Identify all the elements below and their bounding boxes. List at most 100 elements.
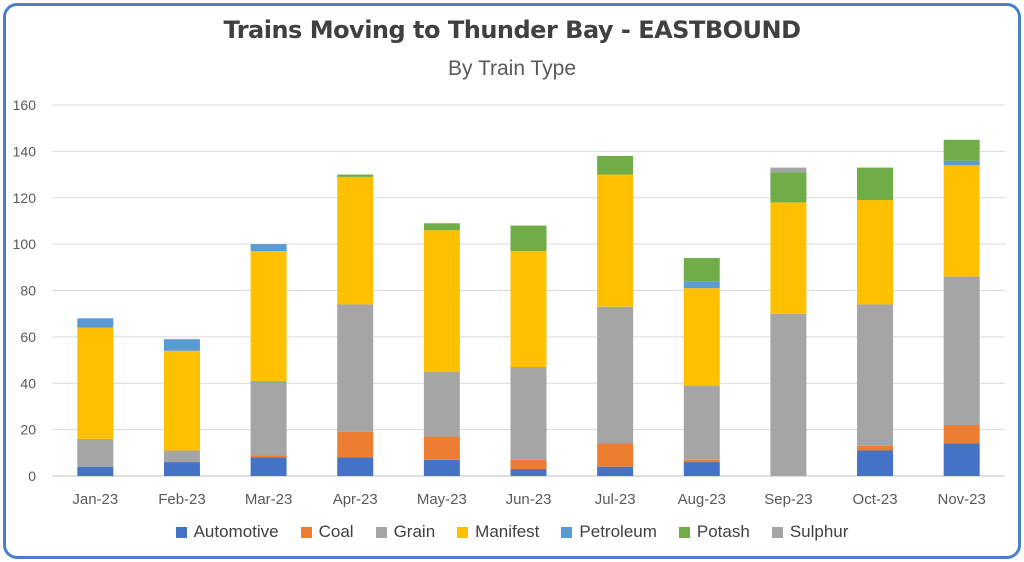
x-tick-label: Apr-23: [333, 491, 378, 508]
bar-automotive-aug-23: [683, 462, 720, 476]
bar-automotive-jun-23: [510, 469, 547, 476]
bar-grain-jun-23: [510, 367, 547, 460]
x-tick-label: Feb-23: [158, 491, 206, 508]
bar-grain-feb-23: [163, 450, 200, 463]
bar-grain-aug-23: [683, 385, 720, 460]
legend-label: Grain: [393, 522, 436, 541]
x-tick-label: Jun-23: [506, 491, 552, 508]
bar-coal-jul-23: [597, 443, 634, 467]
legend-swatch: [457, 526, 469, 538]
legend-label: Petroleum: [579, 522, 657, 541]
bar-potash-aug-23: [683, 258, 720, 282]
y-tick-label: 60: [20, 329, 36, 345]
x-tick-label: Jan-23: [72, 491, 118, 508]
bar-potash-jun-23: [510, 225, 547, 252]
bar-manifest-jan-23: [77, 327, 114, 439]
bar-potash-may-23: [423, 223, 460, 231]
bar-coal-mar-23: [250, 455, 287, 458]
bar-automotive-apr-23: [337, 457, 374, 476]
legend-item-grain: Grain: [375, 522, 436, 542]
bar-automotive-feb-23: [163, 462, 200, 476]
y-tick-label: 100: [13, 236, 37, 252]
legend-label: Automotive: [193, 522, 279, 541]
bar-coal-jun-23: [510, 459, 547, 470]
bar-manifest-sep-23: [770, 202, 807, 314]
bar-automotive-may-23: [423, 459, 460, 476]
bar-grain-nov-23: [943, 276, 980, 425]
legend-item-manifest: Manifest: [457, 522, 539, 542]
bar-manifest-nov-23: [943, 165, 980, 277]
chart-subtitle: By Train Type: [447, 57, 576, 80]
bar-manifest-mar-23: [250, 251, 287, 381]
legend-label: Manifest: [475, 522, 540, 541]
bar-manifest-aug-23: [683, 288, 720, 386]
legend-item-sulphur: Sulphur: [771, 522, 849, 542]
x-tick-label: Sep-23: [764, 491, 812, 508]
x-tick-label: Jul-23: [595, 491, 636, 508]
bar-automotive-oct-23: [857, 450, 894, 476]
legend-item-coal: Coal: [300, 522, 354, 542]
bar-coal-nov-23: [943, 424, 980, 444]
bar-automotive-jan-23: [77, 466, 114, 476]
bar-automotive-mar-23: [250, 457, 287, 476]
bar-grain-mar-23: [250, 380, 287, 456]
bar-potash-oct-23: [857, 167, 894, 201]
bar-manifest-apr-23: [337, 176, 374, 305]
y-tick-label: 160: [13, 97, 37, 113]
bar-manifest-jul-23: [597, 174, 634, 307]
x-tick-label: May-23: [417, 491, 467, 508]
y-tick-label: 40: [20, 375, 36, 391]
bars: [77, 139, 980, 476]
bar-manifest-feb-23: [163, 350, 200, 451]
y-tick-label: 20: [20, 422, 36, 438]
legend-item-potash: Potash: [678, 522, 750, 542]
bar-coal-aug-23: [683, 459, 720, 463]
bar-manifest-oct-23: [857, 200, 894, 305]
legend-swatch: [561, 526, 573, 538]
bar-grain-jan-23: [77, 438, 114, 467]
bar-grain-apr-23: [337, 304, 374, 432]
bar-grain-sep-23: [770, 313, 807, 476]
legend-swatch: [771, 526, 783, 538]
legend-label: Sulphur: [789, 522, 849, 541]
legend-label: Potash: [696, 522, 750, 541]
bar-coal-may-23: [423, 436, 460, 460]
bar-manifest-may-23: [423, 230, 460, 372]
bar-grain-jul-23: [597, 306, 634, 444]
legend: Automotive Coal Grain Manifest Petroleum Pota…: [0, 521, 1024, 543]
bar-petroleum-nov-23: [943, 160, 980, 166]
bar-petroleum-aug-23: [683, 281, 720, 289]
bar-grain-oct-23: [857, 304, 894, 446]
bar-petroleum-jan-23: [77, 318, 114, 328]
bar-automotive-jul-23: [597, 466, 634, 476]
x-tick-label: Aug-23: [678, 491, 726, 508]
bar-coal-oct-23: [857, 445, 894, 451]
y-tick-label: 140: [13, 143, 37, 159]
y-tick-label: 120: [13, 190, 37, 206]
bar-petroleum-feb-23: [163, 339, 200, 351]
bar-potash-nov-23: [943, 139, 980, 161]
y-tick-label: 80: [20, 283, 36, 299]
bar-petroleum-mar-23: [250, 244, 287, 252]
legend-swatch: [678, 526, 690, 538]
legend-label: Coal: [318, 522, 354, 541]
x-axis: Jan-23 Feb-23 Mar-23 Apr-23 May-23 Jun-23 Jul-…: [72, 491, 985, 508]
legend-item-petroleum: Petroleum: [561, 522, 657, 542]
x-tick-label: Mar-23: [245, 491, 293, 508]
y-tick-label: 0: [28, 468, 36, 484]
bar-grain-may-23: [423, 371, 460, 437]
bar-potash-apr-23: [337, 174, 374, 177]
bar-automotive-nov-23: [943, 443, 980, 476]
y-axis: 0 20 40 60 80 100 120 140 160: [13, 97, 37, 484]
bar-potash-sep-23: [770, 172, 807, 203]
legend-swatch: [175, 526, 187, 538]
legend-swatch: [300, 526, 312, 538]
legend-swatch: [375, 526, 387, 538]
x-tick-label: Oct-23: [853, 491, 898, 508]
x-tick-label: Nov-23: [938, 491, 986, 508]
bar-manifest-jun-23: [510, 251, 547, 368]
bar-coal-apr-23: [337, 431, 374, 458]
bar-sulphur-sep-23: [770, 167, 807, 173]
legend-item-automotive: Automotive: [175, 522, 279, 542]
